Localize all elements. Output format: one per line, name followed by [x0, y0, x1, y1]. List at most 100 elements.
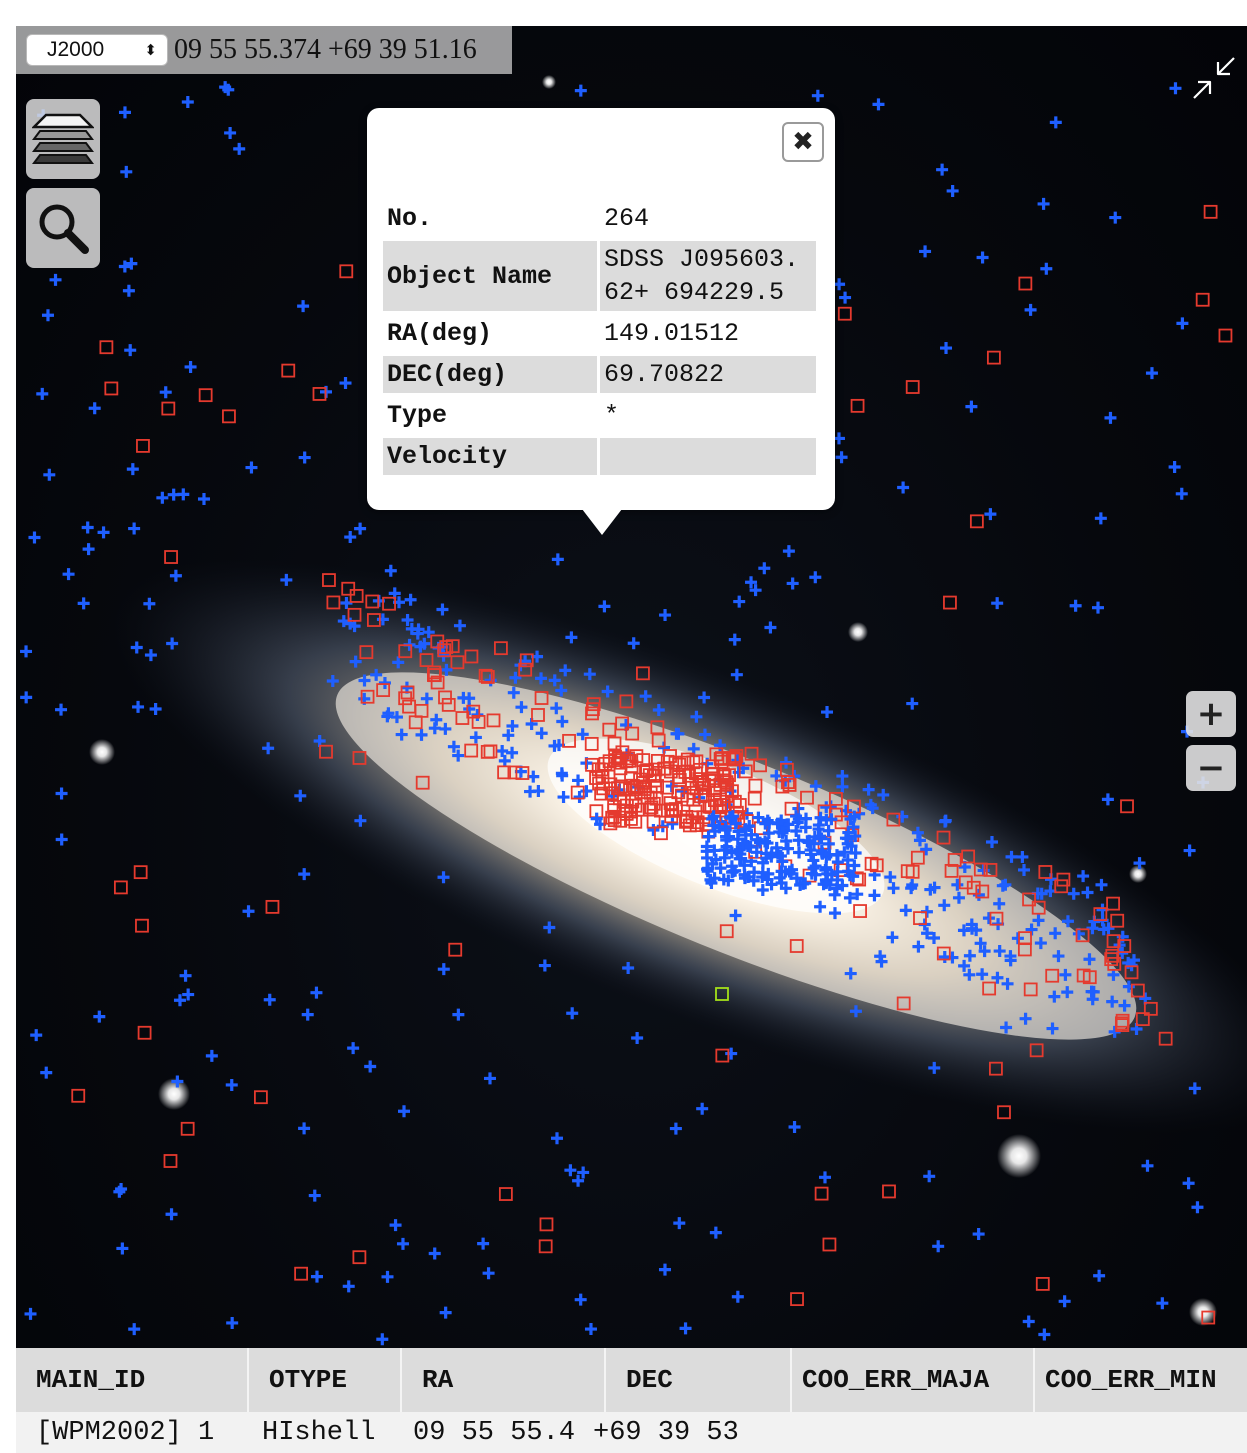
catalog-cross-marker[interactable] — [698, 691, 711, 704]
catalog-cross-marker[interactable] — [88, 402, 101, 415]
catalog-cross-marker[interactable] — [886, 931, 899, 944]
catalog-cross-marker[interactable] — [781, 842, 794, 855]
catalog-square-marker[interactable] — [716, 798, 731, 812]
catalog-cross-marker[interactable] — [720, 843, 733, 856]
catalog-cross-marker[interactable] — [936, 163, 949, 176]
catalog-square-marker[interactable] — [1104, 952, 1119, 967]
catalog-cross-marker[interactable] — [704, 873, 717, 886]
catalog-cross-marker[interactable] — [506, 719, 519, 732]
catalog-cross-marker[interactable] — [125, 257, 138, 270]
catalog-cross-marker[interactable] — [809, 868, 822, 881]
catalog-cross-marker[interactable] — [564, 1164, 577, 1177]
catalog-square-marker[interactable] — [135, 918, 149, 933]
catalog-cross-marker[interactable] — [776, 855, 789, 868]
catalog-cross-marker[interactable] — [298, 868, 311, 881]
catalog-cross-marker[interactable] — [820, 813, 833, 826]
catalog-cross-marker[interactable] — [836, 770, 849, 783]
catalog-cross-marker[interactable] — [428, 722, 441, 735]
catalog-cross-marker[interactable] — [301, 1008, 314, 1021]
catalog-square-marker[interactable] — [973, 862, 988, 877]
catalog-cross-marker[interactable] — [835, 451, 848, 464]
catalog-cross-marker[interactable] — [233, 142, 246, 155]
catalog-square-marker[interactable] — [738, 764, 753, 779]
catalog-cross-marker[interactable] — [326, 675, 339, 688]
catalog-square-marker[interactable] — [644, 800, 659, 815]
catalog-cross-marker[interactable] — [1102, 922, 1115, 935]
catalog-square-marker[interactable] — [438, 690, 452, 705]
catalog-cross-marker[interactable] — [1176, 317, 1189, 330]
catalog-cross-marker[interactable] — [733, 595, 746, 608]
catalog-cross-marker[interactable] — [1093, 1269, 1106, 1282]
catalog-cross-marker[interactable] — [897, 481, 910, 494]
catalog-cross-marker[interactable] — [20, 691, 33, 704]
catalog-cross-marker[interactable] — [55, 833, 68, 846]
catalog-cross-marker[interactable] — [166, 637, 179, 650]
catalog-square-marker[interactable] — [180, 1121, 195, 1136]
catalog-cross-marker[interactable] — [838, 846, 851, 859]
catalog-square-marker[interactable] — [608, 753, 623, 767]
catalog-square-marker[interactable] — [729, 749, 744, 763]
catalog-cross-marker[interactable] — [842, 865, 855, 878]
search-button[interactable] — [26, 188, 100, 268]
catalog-square-marker[interactable] — [376, 683, 391, 697]
catalog-square-marker[interactable] — [989, 911, 1004, 926]
catalog-cross-marker[interactable] — [928, 881, 941, 894]
catalog-cross-marker[interactable] — [673, 1217, 686, 1230]
catalog-cross-marker[interactable] — [1059, 968, 1072, 981]
catalog-square-marker[interactable] — [983, 863, 998, 877]
catalog-cross-marker[interactable] — [906, 697, 919, 710]
catalog-square-marker[interactable] — [455, 711, 470, 725]
catalog-square-marker[interactable] — [620, 798, 634, 813]
catalog-square-marker[interactable] — [415, 775, 430, 790]
catalog-square-marker[interactable] — [198, 388, 213, 403]
catalog-cross-marker[interactable] — [666, 817, 679, 830]
catalog-square-marker[interactable] — [478, 668, 493, 683]
catalog-cross-marker[interactable] — [714, 862, 727, 875]
catalog-square-marker[interactable] — [1107, 957, 1122, 971]
catalog-cross-marker[interactable] — [43, 468, 56, 481]
catalog-square-marker[interactable] — [1023, 982, 1038, 997]
catalog-square-marker[interactable] — [822, 1237, 837, 1252]
catalog-square-marker[interactable] — [1076, 968, 1091, 983]
catalog-square-marker[interactable] — [1130, 983, 1145, 998]
catalog-square-marker[interactable] — [982, 981, 997, 996]
catalog-cross-marker[interactable] — [30, 1029, 43, 1042]
catalog-cross-marker[interactable] — [177, 488, 190, 501]
catalog-square-marker[interactable] — [494, 641, 508, 656]
catalog-cross-marker[interactable] — [921, 927, 934, 940]
catalog-cross-marker[interactable] — [899, 904, 912, 917]
catalog-cross-marker[interactable] — [1004, 950, 1017, 963]
catalog-cross-marker[interactable] — [1058, 1295, 1071, 1308]
catalog-cross-marker[interactable] — [759, 817, 772, 830]
catalog-cross-marker[interactable] — [93, 1010, 106, 1023]
catalog-square-marker[interactable] — [1054, 879, 1069, 894]
catalog-square-marker[interactable] — [464, 743, 479, 758]
catalog-square-marker[interactable] — [1135, 1012, 1150, 1027]
catalog-cross-marker[interactable] — [1107, 968, 1120, 981]
catalog-square-marker[interactable] — [1106, 896, 1120, 911]
catalog-square-marker[interactable] — [719, 789, 734, 803]
catalog-cross-marker[interactable] — [799, 821, 812, 834]
catalog-cross-marker[interactable] — [839, 291, 852, 304]
catalog-cross-marker[interactable] — [205, 1049, 218, 1062]
catalog-cross-marker[interactable] — [1011, 932, 1024, 945]
catalog-cross-marker[interactable] — [437, 871, 450, 884]
catalog-square-marker[interactable] — [534, 691, 549, 705]
catalog-square-marker[interactable] — [748, 778, 763, 793]
catalog-cross-marker[interactable] — [159, 386, 172, 399]
catalog-cross-marker[interactable] — [132, 700, 145, 713]
catalog-cross-marker[interactable] — [670, 727, 683, 740]
catalog-square-marker[interactable] — [650, 720, 665, 735]
catalog-cross-marker[interactable] — [845, 840, 858, 853]
catalog-cross-marker[interactable] — [340, 596, 353, 609]
catalog-cross-marker[interactable] — [631, 1031, 644, 1044]
catalog-cross-marker[interactable] — [984, 508, 997, 521]
catalog-cross-marker[interactable] — [647, 823, 660, 836]
catalog-square-marker[interactable] — [480, 744, 495, 759]
catalog-cross-marker[interactable] — [1034, 937, 1047, 950]
catalog-cross-marker[interactable] — [974, 937, 987, 950]
catalog-cross-marker[interactable] — [113, 1185, 126, 1198]
catalog-cross-marker[interactable] — [550, 1132, 563, 1145]
catalog-square-marker[interactable] — [966, 880, 981, 895]
catalog-cross-marker[interactable] — [1125, 959, 1138, 972]
